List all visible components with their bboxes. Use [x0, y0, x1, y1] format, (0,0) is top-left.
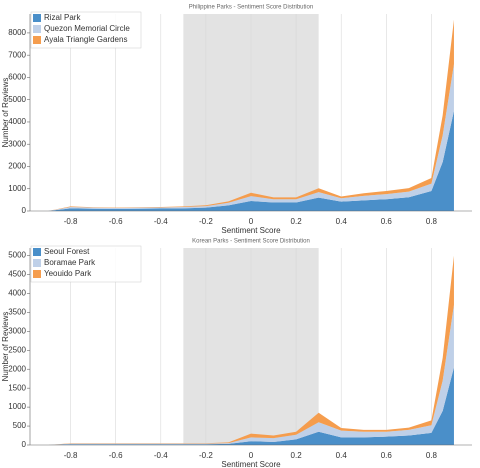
x-tick-label: 0.6: [381, 217, 393, 226]
legend-label: Rizal Park: [44, 13, 81, 22]
x-tick-label: -0.6: [109, 217, 123, 226]
legend-label: Ayala Triangle Gardens: [44, 35, 127, 44]
x-tick-label: 0.2: [291, 451, 303, 460]
chart: Philippine Parks - Sentiment Score Distr…: [1, 5, 472, 235]
legend-swatch: [33, 248, 41, 256]
x-tick-label: 0.8: [426, 451, 438, 460]
x-tick-label: -0.2: [199, 217, 213, 226]
legend-swatch: [33, 270, 41, 278]
y-tick-label: 1000: [8, 402, 26, 411]
y-axis-label: Number of Reviews: [1, 78, 10, 148]
x-tick-label: 0.2: [291, 217, 303, 226]
chart-title: Philippine Parks - Sentiment Score Distr…: [189, 5, 313, 11]
x-tick-label: -0.8: [64, 217, 78, 226]
x-tick-label: 0: [249, 217, 254, 226]
y-tick-label: 1000: [8, 184, 26, 193]
area: [48, 110, 454, 211]
y-tick-label: 4000: [8, 117, 26, 126]
y-tick-label: 2000: [8, 162, 26, 171]
y-tick-label: 5000: [8, 251, 26, 260]
y-tick-label: 7000: [8, 50, 26, 59]
legend-label: Quezon Memorial Circle: [44, 24, 130, 33]
legend-label: Boramae Park: [44, 258, 96, 267]
legend-swatch: [33, 36, 41, 44]
y-tick-label: 5000: [8, 95, 26, 104]
area: [48, 304, 454, 445]
x-tick-label: -0.4: [154, 451, 168, 460]
legend-box: [30, 245, 142, 283]
legend-swatch: [33, 259, 41, 267]
x-tick-label: 0.6: [381, 451, 393, 460]
y-tick-label: 3000: [8, 139, 26, 148]
y-tick-label: 1500: [8, 383, 26, 392]
y-tick-label: 6000: [8, 73, 26, 82]
x-tick-label: -0.6: [109, 451, 123, 460]
x-tick-label: -0.8: [64, 451, 78, 460]
y-tick-label: 4500: [8, 270, 26, 279]
x-tick-label: -0.4: [154, 217, 168, 226]
legend-box: [30, 11, 142, 49]
y-tick-label: 4000: [8, 289, 26, 298]
legend-label: Seoul Forest: [44, 247, 90, 256]
x-axis-label: Sentiment Score: [221, 460, 281, 468]
y-tick-label: 2500: [8, 345, 26, 354]
area: [48, 367, 454, 445]
legend-label: Yeouido Park: [44, 269, 92, 278]
y-tick-label: 8000: [8, 28, 26, 37]
x-tick-label: -0.2: [199, 451, 213, 460]
x-tick-label: 0.8: [426, 217, 438, 226]
x-tick-label: 0: [249, 451, 254, 460]
y-tick-label: 0: [22, 440, 27, 449]
y-tick-label: 3500: [8, 308, 26, 317]
legend-swatch: [33, 14, 41, 22]
x-tick-label: 0.4: [336, 451, 348, 460]
y-tick-label: 0: [22, 206, 27, 215]
chart-title: Korean Parks - Sentiment Score Distribut…: [192, 239, 310, 245]
y-tick-label: 500: [13, 421, 27, 430]
y-axis-label: Number of Reviews: [1, 312, 10, 382]
legend-swatch: [33, 25, 41, 33]
y-tick-label: 2000: [8, 364, 26, 373]
x-axis-label: Sentiment Score: [221, 226, 281, 235]
chart: Korean Parks - Sentiment Score Distribut…: [1, 239, 472, 468]
x-tick-label: 0.4: [336, 217, 348, 226]
y-tick-label: 3000: [8, 326, 26, 335]
